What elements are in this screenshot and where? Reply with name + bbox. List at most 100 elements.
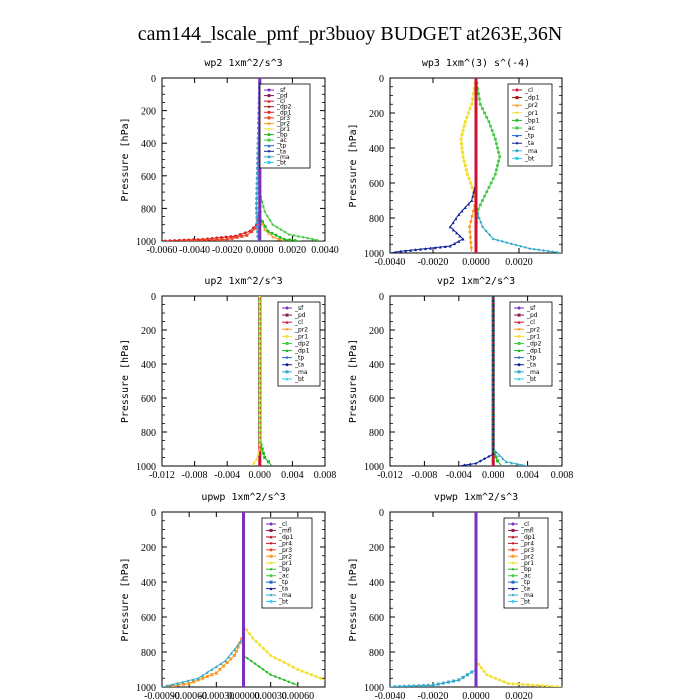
series-point-ma: [223, 659, 227, 663]
series-point-pr1: [516, 682, 520, 686]
y-tick-label: 0: [151, 508, 156, 519]
series-point-pr2: [210, 673, 214, 677]
series-point-ta: [491, 447, 495, 451]
series-group: [162, 512, 325, 687]
series-point-pr1: [258, 408, 262, 412]
series-point-pr2: [470, 214, 474, 218]
y-tick-label: 400: [141, 578, 156, 589]
legend-marker: [267, 127, 271, 131]
series-point-cl: [242, 595, 245, 599]
legend-marker: [269, 580, 273, 584]
series-point-ta: [491, 432, 495, 436]
series-point-cl: [474, 86, 478, 90]
series-point-pr3: [185, 239, 189, 241]
x-tick-label: 0.004: [281, 470, 304, 481]
y-tick-label: 800: [369, 214, 384, 225]
series-point-ac: [487, 185, 491, 189]
y-tick-label: 800: [141, 428, 156, 439]
series-point-pr1: [506, 682, 510, 685]
series-point-ac: [494, 168, 498, 172]
y-tick-label: 200: [369, 543, 384, 554]
legend-marker: [267, 94, 271, 98]
series-point-pr1: [466, 111, 470, 115]
x-tick-label: 0.0040: [311, 245, 339, 256]
series-point-cl: [474, 560, 478, 564]
legend-marker: [511, 600, 515, 604]
series-point-cl: [242, 570, 245, 574]
y-tick-label: 600: [141, 613, 156, 624]
series-point-sf: [258, 180, 262, 184]
x-tick-label: 0.004: [516, 470, 539, 481]
legend-marker: [267, 138, 271, 142]
series-point-bp: [266, 229, 270, 233]
legend-marker: [267, 99, 271, 103]
series-point-cl: [474, 515, 478, 519]
legend-label: _pr1: [524, 110, 538, 117]
legend-label: _pr4: [278, 540, 292, 547]
series-point-bp: [293, 238, 297, 241]
series-point-ta: [491, 422, 495, 426]
legend-label: _pd: [294, 312, 306, 319]
series-point-pr2: [192, 680, 196, 684]
series-line-ta: [458, 296, 494, 466]
legend-marker: [515, 88, 519, 92]
series-point-cl: [474, 665, 478, 669]
series-point-cl: [474, 655, 478, 659]
legend-label: _tp: [278, 579, 288, 586]
series-point-bp: [257, 665, 261, 668]
series-point-ma: [219, 662, 223, 666]
series-point-pr3: [195, 238, 199, 241]
series-point-pr2: [468, 230, 472, 234]
series-point-bp: [282, 237, 286, 241]
series-point-pr1: [489, 675, 493, 678]
series-point-ma: [412, 684, 416, 687]
legend-marker: [511, 528, 515, 532]
legend-label: _pd: [526, 312, 538, 319]
series-point-ac: [292, 233, 296, 237]
legend-marker: [267, 105, 271, 109]
panel-title: wp3 1xm^(3) s^(-4): [422, 58, 530, 69]
series-point-ta: [491, 358, 495, 362]
legend-marker: [267, 144, 271, 148]
legend-marker: [285, 313, 289, 317]
series-point-cl: [474, 630, 478, 634]
series-point-ma: [196, 676, 200, 680]
legend-label: _mfl: [278, 527, 292, 534]
legend-label: _dp2: [294, 340, 310, 347]
series-point-cl: [474, 595, 478, 599]
series-point-pr1: [258, 422, 262, 426]
legend-marker: [511, 522, 515, 526]
series-point-ma: [555, 250, 559, 253]
series-point-pr1: [462, 124, 466, 128]
series-point-pr1: [282, 661, 286, 664]
panel-title: vp2 1xm^2/s^3: [437, 276, 515, 287]
series-point-pr1: [536, 683, 540, 687]
series-point-ac: [301, 235, 305, 239]
series-point-cl: [474, 221, 478, 225]
legend-marker: [267, 121, 271, 125]
series-line-pr3: [181, 78, 261, 241]
legend-marker: [515, 149, 519, 153]
series-point-cl: [474, 620, 478, 624]
panel-title: vpwp 1xm^2/s^3: [434, 492, 518, 503]
series-point-ma: [457, 678, 461, 682]
series-point-pr2: [225, 661, 229, 664]
series-point-ta: [491, 388, 495, 392]
series-point-ac: [265, 214, 269, 218]
series-point-ac: [493, 172, 497, 176]
legend-label: _tp: [526, 355, 536, 362]
series-point-pr1: [248, 632, 252, 636]
series-point-pr1: [526, 683, 530, 687]
series-point-cl: [474, 535, 478, 539]
x-tick-label: -0.012: [377, 470, 403, 481]
series-point-ta: [470, 199, 474, 202]
series-point-cl: [491, 459, 495, 463]
series-point-ma: [255, 176, 259, 180]
x-tick-label: -0.004: [446, 470, 472, 481]
series-point-pr1: [472, 194, 476, 198]
series-point-ac: [477, 97, 481, 101]
legend-marker: [285, 363, 289, 367]
series-point-ma: [402, 684, 406, 687]
x-tick-label: -0.0020: [418, 257, 449, 268]
series-point-pr1: [258, 383, 262, 387]
